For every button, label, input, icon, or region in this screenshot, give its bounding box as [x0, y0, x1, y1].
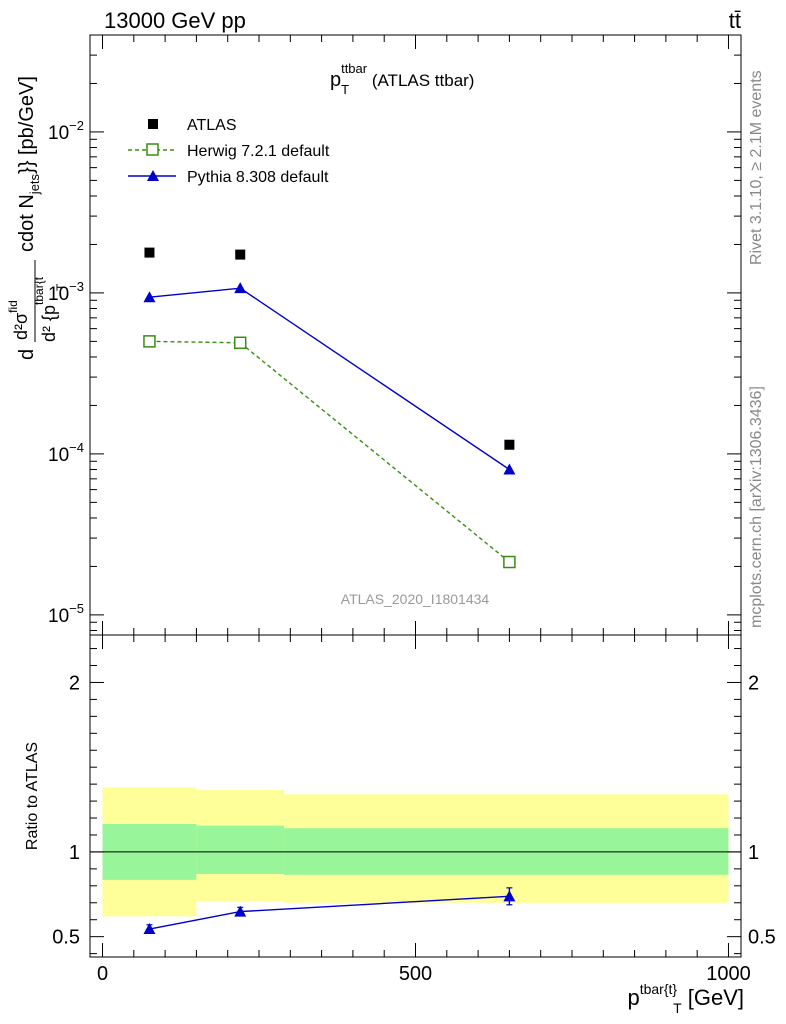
- main-y-tick-label: 10−4: [48, 440, 84, 466]
- ylabel-end: }} [pb/GeV]: [16, 76, 38, 174]
- ylabel-den-sub: T: [54, 283, 68, 291]
- pythia-ratio-point: [143, 923, 156, 935]
- main-y-tick-exp: −5: [69, 601, 84, 616]
- ylabel-num: d²σ: [11, 313, 31, 340]
- plot-title-main: p: [330, 69, 341, 91]
- legend-pythia-marker: [147, 170, 159, 181]
- ratio-y-tick-label-right: 2: [748, 672, 759, 694]
- main-y-tick-exp: −2: [69, 118, 84, 133]
- main-y-tick-base: 10: [48, 123, 69, 144]
- ratio-y-tick-label-right: 1: [748, 842, 759, 864]
- ratio-axis-ticks: 0.5 0.5 1 1 2 2 0 500 1000: [52, 635, 776, 985]
- main-axis-ticks: 10−510−410−310−2: [48, 35, 741, 635]
- pythia-series-line: [149, 287, 510, 471]
- svg-text:d²σfid: d²σfid: [6, 300, 31, 340]
- energy-label: 13000 GeV pp: [104, 8, 246, 33]
- plot-title-suffix: (ATLAS ttbar): [367, 71, 474, 90]
- plot-title: pTttbar (ATLAS ttbar): [330, 61, 474, 97]
- svg-text:cdot Njets}} [pb/GeV]: cdot Njets}} [pb/GeV]: [16, 76, 42, 252]
- xlabel-sup: tbar{t}: [640, 981, 678, 997]
- legend-herwig-marker: [146, 143, 159, 156]
- pythia-ratio-point: [234, 905, 247, 917]
- process-label: tt̄: [729, 8, 741, 33]
- plot-title-sub: T: [341, 82, 349, 97]
- pythia-point: [143, 291, 156, 303]
- legend-herwig-label: Herwig 7.2.1 default: [187, 143, 330, 160]
- svg-text:d² {ptbar{tT: d² {ptbar{t T: [32, 276, 68, 342]
- main-y-axis-label: d d²σfid d² {ptbar{t T cdot Njets}} [pb/G…: [6, 76, 68, 360]
- ratio-y-axis-label: Ratio to ATLAS: [24, 742, 41, 850]
- legend-item-atlas: ATLAS: [148, 117, 237, 134]
- svg-text:d: d: [16, 349, 38, 360]
- herwig-point: [233, 336, 247, 350]
- herwig-series-line: [149, 340, 510, 563]
- ylabel-num-sup: fid: [6, 300, 20, 313]
- pythia-ratio-point: [503, 890, 516, 902]
- x-tick-label: 500: [399, 963, 432, 985]
- xlabel-sub: T: [673, 1000, 682, 1016]
- main-y-tick-base: 10: [48, 445, 69, 466]
- mcplots-label: mcplots.cern.ch [arXiv:1306.3436]: [748, 386, 765, 628]
- main-y-tick-base: 10: [48, 284, 69, 305]
- rivet-label: Rivet 3.1.10, ≥ 2.1M events: [748, 70, 765, 265]
- legend: ATLAS Herwig 7.2.1 default Pythia 8.308 …: [128, 117, 330, 186]
- xlabel-tail: [GeV]: [682, 985, 744, 1010]
- legend-pythia-label: Pythia 8.308 default: [187, 169, 329, 186]
- atlas-point: [235, 249, 246, 260]
- main-y-tick-exp: −3: [69, 279, 84, 294]
- ylabel-main: d: [16, 349, 38, 360]
- main-plot-area: [143, 247, 516, 569]
- herwig-point: [143, 335, 156, 348]
- x-tick-label: 1000: [706, 963, 751, 985]
- x-axis-label: ptbar{t} T [GeV]: [627, 981, 744, 1016]
- plot-title-sup: ttbar: [341, 61, 368, 76]
- atlas-point: [504, 439, 515, 450]
- legend-item-pythia: Pythia 8.308 default: [128, 169, 329, 186]
- ratio-y-tick-label-right: 0.5: [748, 927, 776, 949]
- ylabel-den: d² {p: [39, 305, 59, 342]
- xlabel-main: p: [627, 985, 639, 1010]
- atlas-point: [144, 247, 155, 258]
- pythia-point: [503, 463, 516, 475]
- analysis-watermark: ATLAS_2020_I1801434: [341, 591, 490, 607]
- ratio-y-tick-label-left: 2: [69, 672, 80, 694]
- legend-item-herwig: Herwig 7.2.1 default: [128, 143, 330, 160]
- legend-atlas-marker: [148, 119, 158, 129]
- x-tick-label: 0: [97, 963, 108, 985]
- main-y-tick-base: 10: [48, 606, 69, 627]
- main-y-tick-label: 10−3: [48, 279, 84, 305]
- ratio-y-tick-label-left: 1: [69, 842, 80, 864]
- legend-atlas-label: ATLAS: [187, 117, 237, 134]
- main-y-tick-exp: −4: [69, 440, 84, 455]
- atlas-uncertainty-band-inner: [196, 825, 285, 874]
- ylabel-tail: cdot N: [16, 194, 38, 252]
- main-y-tick-label: 10−2: [48, 118, 84, 144]
- ratio-panel: 0.5 0.5 1 1 2 2 0 500 1000 Ratio to ATLAS ptbar{…: [24, 634, 776, 1016]
- pythia-point: [234, 282, 247, 294]
- main-y-tick-label: 10−5: [48, 601, 84, 627]
- ratio-plot-area: [90, 787, 741, 935]
- herwig-point: [503, 555, 516, 569]
- ylabel-tail-sub: jets: [27, 173, 42, 195]
- ratio-y-tick-label-left: 0.5: [52, 927, 80, 949]
- ylabel-den-sup: tbar{t: [32, 276, 46, 305]
- main-panel: 10−510−410−310−2 pTttbar (ATLAS ttbar) A…: [6, 34, 742, 636]
